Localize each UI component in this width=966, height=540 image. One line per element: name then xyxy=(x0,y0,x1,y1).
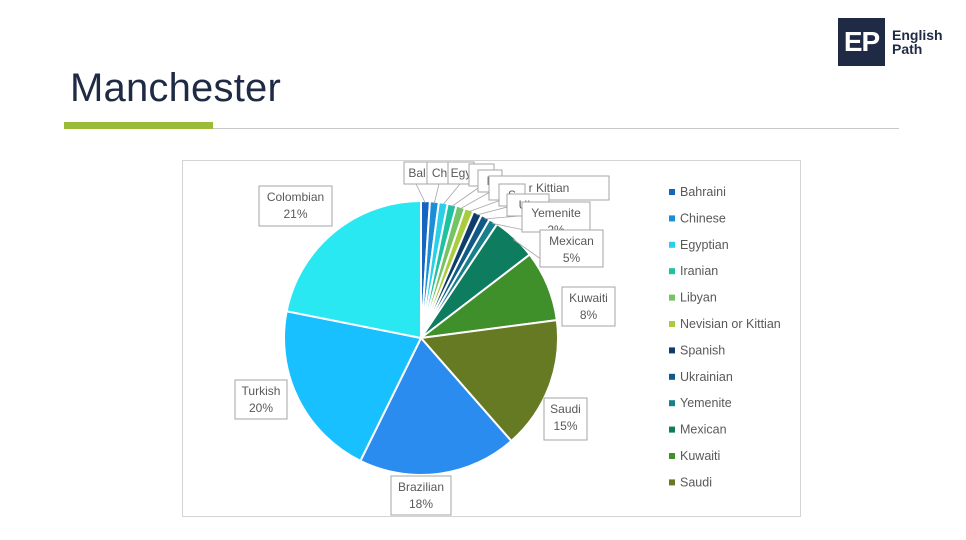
data-label-name-bahraini: Bal xyxy=(408,166,425,180)
data-label-box-saudi xyxy=(543,397,588,441)
leader-line-spanish xyxy=(476,205,512,216)
data-label-name-turkish: Turkish xyxy=(242,384,281,398)
data-label-name-yemenite: Yemenite xyxy=(531,206,581,220)
title-accent-bar xyxy=(64,122,213,129)
data-label-value-kuwaiti: 8% xyxy=(580,308,598,322)
leader-line-iranian xyxy=(451,185,482,207)
legend-label-iranian: Iranian xyxy=(680,264,718,278)
data-label-box-turkish xyxy=(234,379,288,420)
pie-slice-saudi xyxy=(419,318,559,443)
data-label-name-mexican: Mexican xyxy=(549,234,594,248)
data-label-value-saudi: 15% xyxy=(553,419,577,433)
legend-label-nevisian-or-kittian: Nevisian or Kittian xyxy=(680,317,781,331)
data-label-value-brazilian: 18% xyxy=(409,497,433,511)
data-label-box-brazilian xyxy=(390,475,452,516)
legend-label-libyan: Libyan xyxy=(680,291,717,305)
legend-label-kuwaiti: Kuwaiti xyxy=(680,449,720,463)
data-label-name-nevisian-or-kittian: r Kittian xyxy=(529,181,570,195)
legend-swatch-bahraini xyxy=(669,189,675,195)
legend-swatch-yemenite xyxy=(669,400,675,407)
legend-swatch-saudi xyxy=(669,479,675,486)
legend-label-mexican: Mexican xyxy=(680,423,727,437)
logo-wordmark: English Path xyxy=(892,28,943,56)
legend-swatch-mexican xyxy=(669,426,675,433)
legend-swatch-iranian xyxy=(669,268,675,275)
slide-title: Manchester xyxy=(70,66,281,110)
pie-slice-turkish xyxy=(283,310,423,463)
data-label-name-egyptian: Egy xyxy=(451,166,472,180)
data-label-box-mexican xyxy=(539,229,604,268)
legend-swatch-ukrainian xyxy=(669,373,675,380)
logo-line-2: Path xyxy=(892,41,923,57)
data-label-name-saudi: Saudi xyxy=(550,402,581,416)
legend-label-yemenite: Yemenite xyxy=(680,396,732,410)
leader-line-chinese xyxy=(433,183,440,204)
legend-swatch-chinese xyxy=(669,215,675,222)
legend-label-bahraini: Bahraini xyxy=(680,185,726,199)
legend-swatch-libyan xyxy=(669,294,675,301)
legend-label-ukrainian: Ukrainian xyxy=(680,370,733,384)
legend-label-chinese: Chinese xyxy=(680,211,726,225)
logo-line-1: English xyxy=(892,27,943,43)
data-label-value-colombian: 21% xyxy=(283,207,307,221)
data-label-name-colombian: Colombian xyxy=(267,190,324,204)
data-label-name-chinese: Ch xyxy=(432,166,447,180)
data-label-name-kuwaiti: Kuwaiti xyxy=(569,291,608,305)
legend-swatch-spanish xyxy=(669,347,675,354)
pie-slice-brazilian xyxy=(359,336,513,476)
data-label-box-kuwaiti xyxy=(561,286,616,327)
data-label-value-mexican: 5% xyxy=(563,251,581,265)
english-path-logo: EP English Path xyxy=(838,18,943,66)
data-label-value-turkish: 20% xyxy=(249,401,273,415)
leader-line-libyan xyxy=(460,191,491,210)
legend-label-spanish: Spanish xyxy=(680,343,725,357)
title-divider xyxy=(64,128,899,129)
leader-line-egyptian xyxy=(442,183,461,206)
data-label-box-yemenite xyxy=(521,201,591,233)
leader-line-nevisian-or-kittian xyxy=(468,199,502,213)
legend-swatch-egyptian xyxy=(669,241,675,248)
leader-line-bahraini xyxy=(415,183,426,204)
legend-label-saudi: Saudi xyxy=(680,475,712,489)
legend-swatch-kuwaiti xyxy=(669,453,675,459)
data-label-name-brazilian: Brazilian xyxy=(398,480,444,494)
legend-label-egyptian: Egyptian xyxy=(680,238,729,252)
data-label-box-colombian xyxy=(258,185,333,227)
pie-slice-colombian xyxy=(285,199,422,340)
legend-swatch-nevisian-or-kittian xyxy=(669,321,675,327)
logo-mark: EP xyxy=(838,18,885,66)
